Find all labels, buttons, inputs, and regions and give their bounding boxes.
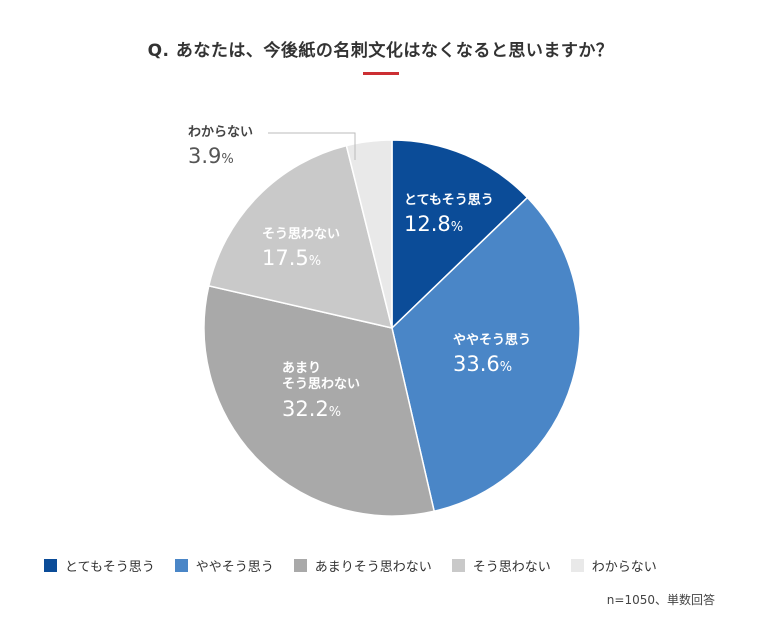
legend-swatch-totemo [44,559,57,572]
legend: とてもそう思う ややそう思う あまりそう思わない そう思わない わからない [44,556,657,575]
slice-label-sou-name: そう思わない [262,227,341,242]
sample-note: n=1050、単数回答 [606,593,715,607]
legend-label-wakaranai: わからない [591,560,657,575]
legend-label-yaya: ややそう思う [195,560,274,575]
slice-label-amari-name-line2: そう思わない [282,377,361,393]
title-underline [363,72,399,75]
slice-label-yaya: ややそう思う 33.6% [453,333,532,377]
legend-item-yaya: ややそう思う [174,556,274,575]
legend-label-totemo: とてもそう思う [65,560,155,575]
legend-item-totemo: とてもそう思う [44,556,155,575]
legend-swatch-yaya [174,559,188,572]
chart-title: Q. あなたは、今後紙の名刺文化はなくなると思いますか？ [147,41,614,61]
slice-label-totemo: とてもそう思う 12.8% [404,193,494,237]
legend-label-amari: あまりそう思わない [314,560,432,575]
slice-label-yaya-name: ややそう思う [453,333,532,348]
legend-swatch-wakaranai [570,559,584,572]
legend-swatch-amari [293,559,307,572]
legend-swatch-sou [451,559,465,572]
legend-item-wakaranai: わからない [570,556,657,575]
slice-label-wakaranai-name: わからない [188,125,254,140]
leader-line-wakaranai [268,132,356,160]
slice-label-amari-name-line1: あまり [282,361,322,376]
slice-label-sou: そう思わない 17.5% [262,227,341,271]
legend-item-sou: そう思わない [451,556,551,575]
legend-item-amari: あまりそう思わない [293,556,432,575]
slice-label-wakaranai-value: 3.9 [188,144,222,169]
pie-slice-yaya [391,196,581,513]
legend-label-sou: そう思わない [472,560,551,575]
slice-label-yaya-value: 33.6 [453,352,500,377]
pie-slice-totemo [391,139,529,330]
slice-label-sou-value: 17.5 [262,246,309,271]
pie-slice-wakaranai [345,139,393,329]
pie-slice-sou [207,144,394,330]
slice-label-wakaranai: わからない 3.9% [188,125,254,169]
slice-label-amari-value: 32.2 [282,396,329,421]
slice-label-totemo-name: とてもそう思う [404,193,494,208]
slice-label-amari: あまり そう思わない 32.2% [282,361,361,421]
slice-label-totemo-value: 12.8 [404,212,451,237]
pie-slice-amari [203,284,436,517]
